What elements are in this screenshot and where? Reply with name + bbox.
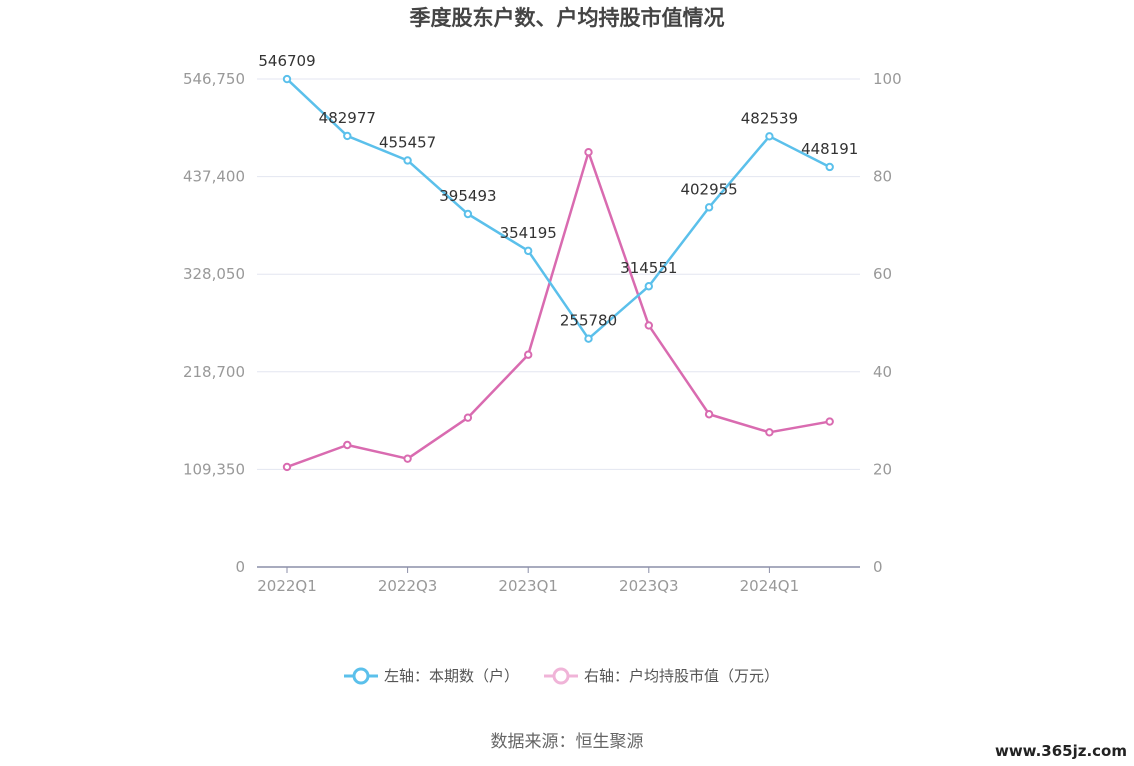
series-line-1: [286, 78, 831, 340]
series-1-point: [704, 203, 714, 212]
chart-title: 季度股东户数、户均持股市值情况: [410, 6, 725, 30]
data-label: 546709: [258, 52, 315, 70]
series-points: [282, 74, 834, 472]
legend-swatch-marker: [552, 667, 570, 685]
series-1-point: [282, 74, 292, 84]
legend-label-series-1: 左轴：本期数（户）: [384, 667, 519, 685]
y-left-tick-label: 0: [235, 558, 245, 576]
series-2-point: [825, 417, 834, 426]
data-source-note: 数据来源：恒生聚源: [491, 732, 644, 752]
data-label: 255780: [560, 312, 617, 330]
data-label: 455457: [379, 133, 436, 151]
legend: 左轴：本期数（户） 右轴：户均持股市值（万元）: [344, 667, 779, 685]
data-label: 402955: [680, 180, 737, 198]
y-left-tick-label: 328,050: [183, 265, 245, 283]
series-1-point: [644, 282, 653, 291]
series-2-point: [644, 321, 653, 330]
x-tick-label: 2022Q3: [378, 577, 438, 595]
series-2-point: [765, 428, 774, 437]
data-label: 482977: [319, 109, 376, 127]
series-1-point: [403, 156, 412, 165]
axes: 0 0 109,350 20 218,700 40 328,050 60 437,400 80 54…: [183, 70, 902, 595]
data-label: 354195: [500, 224, 557, 242]
legend-item-series-1[interactable]: 左轴：本期数（户）: [344, 667, 519, 685]
series-2-point: [403, 454, 412, 463]
y-right-tick-label: 20: [873, 460, 892, 478]
y-left-tick-label: 546,750: [183, 70, 245, 88]
y-right-tick-label: 60: [873, 265, 892, 283]
data-label: 314551: [620, 259, 677, 277]
series-2-point: [343, 440, 352, 450]
grid-lines: [257, 78, 860, 470]
legend-label-series-2: 右轴：户均持股市值（万元）: [584, 667, 779, 685]
legend-swatch-marker: [352, 667, 370, 685]
x-tick-label: 2024Q1: [740, 577, 800, 595]
y-right-tick-label: 80: [873, 168, 892, 186]
watermark: www.365jz.com: [995, 742, 1127, 760]
y-left-tick-label: 437,400: [183, 168, 245, 186]
y-left-tick-label: 218,700: [183, 363, 245, 381]
data-label: 448191: [801, 140, 858, 158]
series-2-point: [704, 410, 714, 419]
series-line-2: [286, 150, 830, 469]
series-2-point: [463, 413, 473, 422]
series-1-point: [524, 246, 533, 256]
x-tick-label: 2022Q1: [257, 577, 317, 595]
y-right-tick-label: 40: [873, 363, 892, 381]
series-lines: [286, 78, 831, 469]
series-1-point: [463, 209, 473, 219]
y-right-tick-label: 0: [873, 558, 883, 576]
x-tick-label: 2023Q3: [619, 577, 679, 595]
data-label: 395493: [439, 187, 496, 205]
legend-item-series-2[interactable]: 右轴：户均持股市值（万元）: [544, 667, 779, 685]
series-2-point: [524, 350, 533, 359]
series-1-point: [584, 334, 593, 343]
series-1-point: [825, 162, 834, 172]
series-1-point: [765, 132, 774, 141]
y-right-tick-label: 100: [873, 70, 902, 88]
y-left-tick-label: 109,350: [183, 460, 245, 478]
data-label: 482539: [741, 109, 798, 127]
series-2-point: [282, 462, 292, 472]
series-1-point: [343, 131, 352, 141]
x-tick-label: 2023Q1: [498, 577, 558, 595]
series-2-point: [584, 148, 593, 157]
